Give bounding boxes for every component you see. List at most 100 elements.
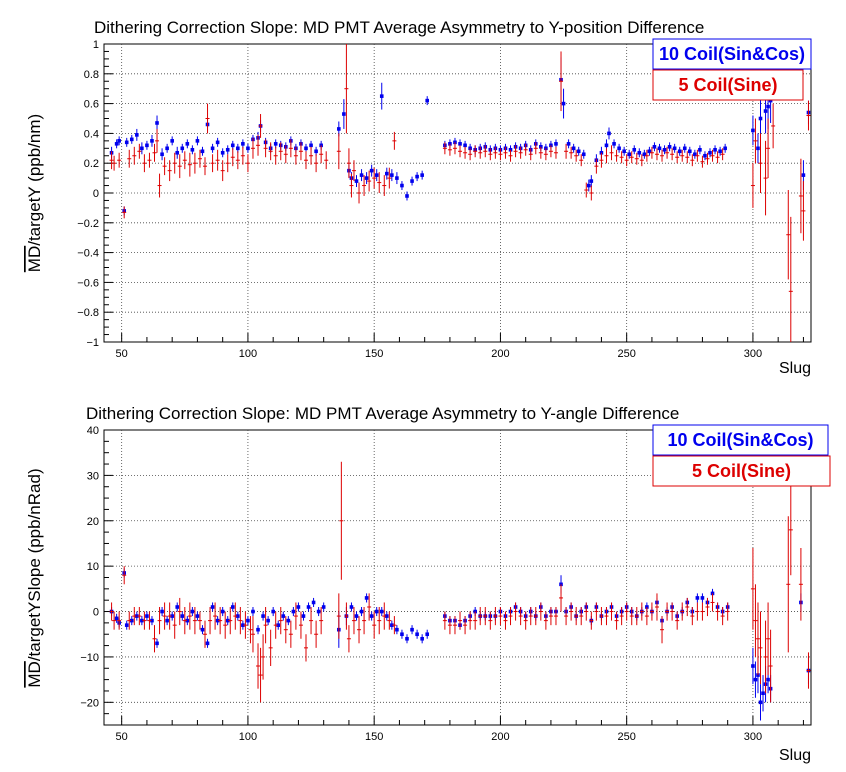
data-point-blue <box>647 149 652 154</box>
data-point-blue <box>763 109 768 113</box>
data-point-blue <box>230 143 235 148</box>
data-point-blue <box>695 596 700 600</box>
data-point-blue <box>145 614 149 618</box>
data-point-blue <box>129 618 134 623</box>
data-point-blue <box>703 153 707 158</box>
data-point-blue <box>129 137 134 142</box>
y-axis-label-md: MD <box>25 246 44 272</box>
y-tick-label: 0.6 <box>84 99 99 111</box>
data-point-blue <box>751 664 755 668</box>
data-point-blue <box>607 131 611 136</box>
data-point-blue <box>662 147 667 152</box>
data-point-blue <box>561 101 566 106</box>
y-axis-label-md: MD <box>25 661 44 687</box>
data-point-blue <box>246 146 250 151</box>
data-point-blue <box>286 618 291 623</box>
data-point-blue <box>420 636 424 641</box>
data-point-blue <box>617 146 621 151</box>
data-point-blue <box>410 627 414 632</box>
data-point-blue <box>405 636 409 641</box>
legend-box <box>652 38 812 70</box>
x-tick-label: 100 <box>239 731 257 743</box>
data-point-blue <box>566 142 571 146</box>
data-point-blue <box>296 605 301 609</box>
data-point-blue <box>170 614 174 618</box>
legend-entry: 5 Coil(Sine) <box>692 461 791 481</box>
data-point-blue <box>304 146 308 151</box>
data-point-blue <box>581 152 586 157</box>
data-point-blue <box>420 173 424 177</box>
data-point-blue <box>688 149 692 154</box>
data-point-blue <box>576 149 581 154</box>
data-point-blue <box>155 641 159 646</box>
data-point-blue <box>150 618 154 623</box>
data-point-blue <box>210 146 215 151</box>
data-point-blue <box>175 150 180 155</box>
y-tick-label: 20 <box>87 516 99 528</box>
data-point-blue <box>309 143 313 148</box>
data-point-blue <box>369 168 374 173</box>
data-point-blue <box>140 618 144 623</box>
data-point-blue <box>241 623 245 627</box>
data-point-blue <box>359 609 364 614</box>
data-point-blue <box>311 600 316 605</box>
data-point-blue <box>205 641 210 646</box>
data-point-blue <box>301 614 306 618</box>
data-point-blue <box>622 149 626 154</box>
data-point-blue <box>713 147 717 152</box>
data-point-blue <box>165 618 169 623</box>
data-point-blue <box>425 632 429 637</box>
data-point-blue <box>667 145 672 149</box>
y-tick-label: −0.4 <box>77 248 99 260</box>
y-axis-label-rest: /targetY (ppb/nm) <box>25 114 44 246</box>
data-point-blue <box>314 149 318 154</box>
data-point-blue <box>390 173 394 177</box>
data-point-blue <box>114 616 119 621</box>
y-tick-label: 30 <box>87 470 99 482</box>
data-point-blue <box>698 147 702 152</box>
data-point-blue <box>124 623 129 627</box>
data-point-blue <box>241 142 245 146</box>
data-point-blue <box>395 176 399 180</box>
x-tick-label: 150 <box>365 731 383 743</box>
data-point-blue <box>210 605 215 609</box>
data-point-blue <box>718 149 722 154</box>
data-point-blue <box>256 627 260 632</box>
data-point-blue <box>768 98 773 103</box>
x-tick-label: 300 <box>744 348 762 360</box>
y-tick-label: −0.6 <box>77 277 99 289</box>
data-point-blue <box>385 171 389 176</box>
legend-entry: 5 Coil(Sine) <box>678 75 777 95</box>
data-point-blue <box>627 152 631 157</box>
data-point-blue <box>135 133 139 137</box>
data-point-blue <box>589 179 594 183</box>
x-tick-label: 300 <box>744 731 762 743</box>
data-point-blue <box>374 609 379 614</box>
y-tick-label: −1 <box>86 337 99 349</box>
data-point-blue <box>251 609 255 614</box>
y-tick-label: −0.8 <box>77 307 99 319</box>
data-point-blue <box>246 618 250 623</box>
data-point-blue <box>165 146 169 151</box>
data-point-blue <box>354 614 359 618</box>
legend-box <box>652 69 804 101</box>
data-point-blue <box>200 627 205 632</box>
data-point-blue <box>758 700 763 705</box>
data-point-blue <box>117 139 121 143</box>
data-point-blue <box>415 174 419 179</box>
data-point-blue <box>374 173 379 177</box>
data-point-blue <box>458 142 462 146</box>
chart-title: Dithering Correction Slope: MD PMT Avera… <box>94 18 704 37</box>
data-point-blue <box>637 150 642 155</box>
data-point-blue <box>220 150 225 155</box>
data-point-blue <box>463 143 467 148</box>
data-point-blue <box>400 183 404 188</box>
x-tick-label: 150 <box>365 348 383 360</box>
data-point-blue <box>766 104 770 109</box>
data-point-blue <box>225 618 230 623</box>
chart-panel-top: 50 100 150 200 250 300 −1 −0.8 −0.6 −0.4 −0.2 0 0.2 0… <box>25 18 812 377</box>
data-point-blue <box>753 677 758 682</box>
x-tick-label: 50 <box>116 731 128 743</box>
data-point-blue <box>364 176 369 180</box>
data-point-blue <box>195 139 200 143</box>
